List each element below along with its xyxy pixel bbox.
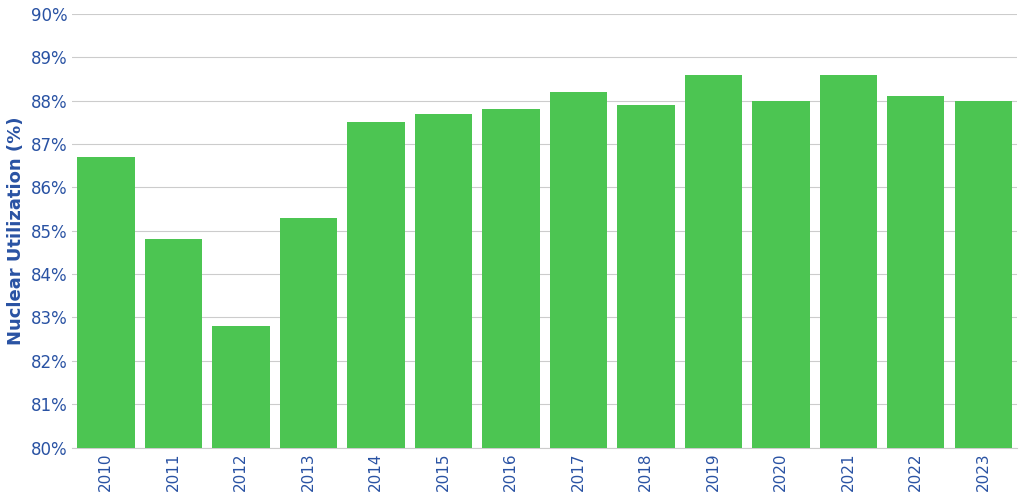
Bar	[482, 110, 540, 448]
Bar	[144, 240, 202, 448]
Bar	[753, 101, 810, 448]
Bar	[617, 105, 675, 448]
Bar	[887, 96, 944, 448]
Bar	[280, 218, 337, 448]
Y-axis label: Nuclear Utilization (%): Nuclear Utilization (%)	[7, 117, 25, 345]
Bar	[77, 157, 134, 448]
Bar	[212, 326, 269, 448]
Bar	[819, 75, 877, 448]
Bar	[550, 92, 607, 448]
Bar	[685, 75, 742, 448]
Bar	[347, 123, 404, 448]
Bar	[415, 114, 472, 448]
Bar	[954, 101, 1012, 448]
